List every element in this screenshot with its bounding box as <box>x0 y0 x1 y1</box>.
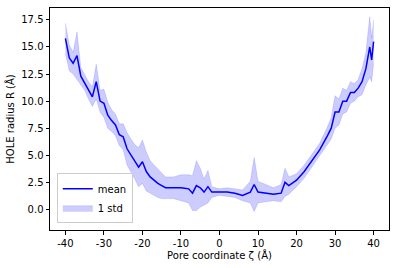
svg-text:Pore coordinate ζ (Å): Pore coordinate ζ (Å) <box>167 249 272 261</box>
svg-text:HOLE radius R (Å): HOLE radius R (Å) <box>4 74 16 163</box>
svg-text:30: 30 <box>329 238 342 249</box>
svg-text:10.0: 10.0 <box>21 96 43 107</box>
svg-text:10: 10 <box>252 238 265 249</box>
svg-text:-30: -30 <box>96 238 112 249</box>
svg-text:40: 40 <box>367 238 380 249</box>
svg-text:-20: -20 <box>134 238 150 249</box>
svg-text:mean: mean <box>98 184 126 195</box>
svg-text:-40: -40 <box>57 238 73 249</box>
svg-text:15.0: 15.0 <box>21 41 43 52</box>
svg-text:12.5: 12.5 <box>21 69 43 80</box>
svg-text:-10: -10 <box>173 238 189 249</box>
svg-text:5.0: 5.0 <box>28 150 44 161</box>
svg-text:1 std: 1 std <box>98 203 123 214</box>
svg-text:0.0: 0.0 <box>28 204 44 215</box>
svg-text:17.5: 17.5 <box>21 14 43 25</box>
svg-text:0: 0 <box>216 238 222 249</box>
svg-text:7.5: 7.5 <box>28 123 44 134</box>
svg-text:2.5: 2.5 <box>28 177 44 188</box>
svg-text:20: 20 <box>290 238 303 249</box>
